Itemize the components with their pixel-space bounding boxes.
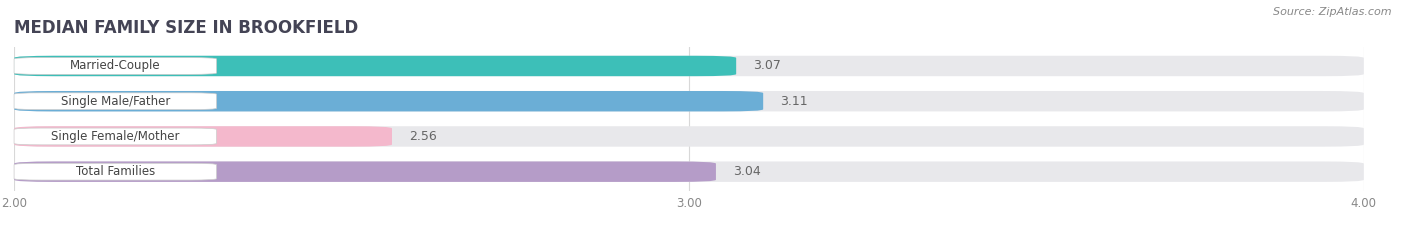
Text: Source: ZipAtlas.com: Source: ZipAtlas.com bbox=[1274, 7, 1392, 17]
Text: 3.04: 3.04 bbox=[733, 165, 761, 178]
FancyBboxPatch shape bbox=[14, 93, 217, 110]
Text: 3.11: 3.11 bbox=[780, 95, 807, 108]
Text: 2.56: 2.56 bbox=[409, 130, 437, 143]
FancyBboxPatch shape bbox=[14, 56, 1364, 76]
Text: Single Female/Mother: Single Female/Mother bbox=[51, 130, 180, 143]
FancyBboxPatch shape bbox=[14, 163, 217, 180]
FancyBboxPatch shape bbox=[14, 128, 217, 145]
FancyBboxPatch shape bbox=[14, 161, 716, 182]
Text: 3.07: 3.07 bbox=[754, 59, 780, 72]
FancyBboxPatch shape bbox=[14, 161, 1364, 182]
Text: Total Families: Total Families bbox=[76, 165, 155, 178]
FancyBboxPatch shape bbox=[14, 126, 392, 147]
FancyBboxPatch shape bbox=[14, 91, 1364, 111]
Text: MEDIAN FAMILY SIZE IN BROOKFIELD: MEDIAN FAMILY SIZE IN BROOKFIELD bbox=[14, 19, 359, 37]
FancyBboxPatch shape bbox=[14, 126, 1364, 147]
Text: Married-Couple: Married-Couple bbox=[70, 59, 160, 72]
Text: Single Male/Father: Single Male/Father bbox=[60, 95, 170, 108]
FancyBboxPatch shape bbox=[14, 91, 763, 111]
FancyBboxPatch shape bbox=[14, 58, 217, 74]
FancyBboxPatch shape bbox=[14, 56, 737, 76]
